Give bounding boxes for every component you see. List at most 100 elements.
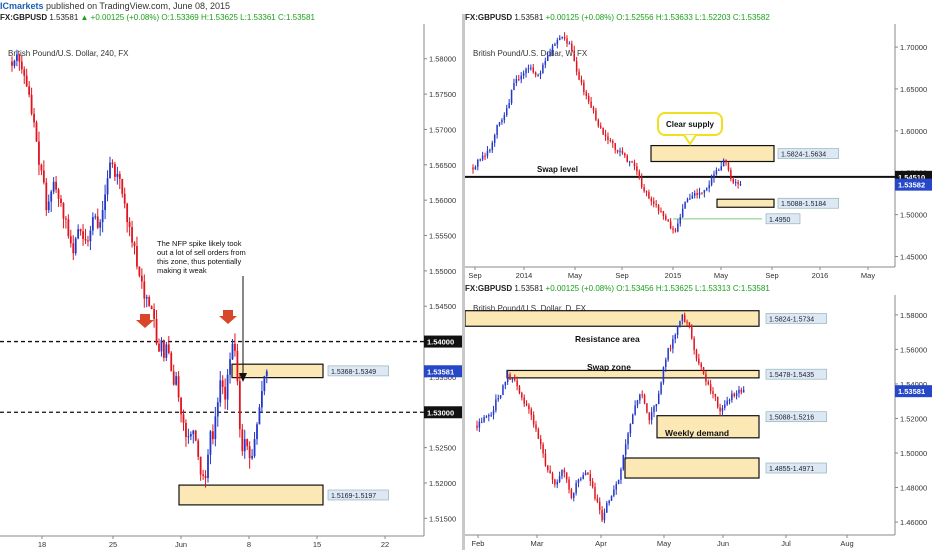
brand-name[interactable]: ICmarkets (0, 1, 44, 11)
down-arrow-marker (219, 310, 237, 324)
zone-label: 1.5824-1.5634 (781, 152, 826, 159)
candle-body (730, 169, 732, 179)
y-tick-label: 1.52000 (900, 414, 927, 423)
x-tick-label: 8 (247, 540, 251, 549)
candle-body (525, 68, 527, 74)
chart-daily[interactable]: British Pound/U.S. Dollar, D, FX 1.58000 1… (465, 295, 932, 550)
chart-weekly[interactable]: British Pound/U.S. Dollar, W, FX 1.70000 1… (465, 24, 932, 282)
price-tag (895, 385, 932, 398)
candle-body (571, 43, 573, 51)
candle-body (713, 174, 715, 179)
candle-body (722, 159, 725, 167)
candle-body (686, 198, 689, 203)
candle-body (580, 79, 583, 83)
y-tick-label: 1.54500 (429, 302, 456, 311)
candle-body (491, 142, 494, 151)
candle-body (606, 503, 608, 513)
chart-panel-h4[interactable]: FX:GBPUSD 1.53581 ▲ +0.00125 (+0.08%) O:… (0, 12, 462, 550)
candle-body (621, 150, 624, 154)
candle-body (603, 512, 606, 521)
candle-body (629, 423, 632, 434)
candle-body (554, 479, 556, 485)
candle-body (189, 434, 192, 437)
candle-body (177, 376, 180, 398)
ohlc-high: H:1.53633 (655, 13, 693, 22)
candle-body (109, 162, 111, 179)
y-tick-label: 1.50000 (900, 211, 927, 220)
candle-body (591, 481, 594, 487)
candle-body (510, 89, 513, 104)
candle-body (676, 325, 679, 335)
candle-body (229, 359, 231, 375)
candle-body (705, 374, 707, 382)
y-tick-label: 1.58000 (429, 55, 456, 64)
candle-body (633, 162, 636, 167)
candle-body (182, 414, 185, 423)
y-tick-label: 1.60000 (900, 127, 927, 136)
price-tag-label: 1.54510 (898, 173, 925, 182)
annotation-text: The NFP spike likely took (157, 239, 242, 248)
chart-title: British Pound/U.S. Dollar, W, FX (473, 49, 588, 58)
candle-body (94, 216, 97, 218)
candle-body (238, 381, 241, 430)
chart-panel-weekly[interactable]: FX:GBPUSD 1.53581 +0.00125 (+0.08%) O:1.… (465, 12, 932, 282)
candle-body (527, 68, 530, 70)
candle-body (655, 404, 658, 407)
candle-body (192, 430, 195, 435)
candle-body (561, 470, 563, 477)
candle-body (714, 394, 717, 397)
candle-body (599, 125, 602, 128)
candle-body (226, 374, 229, 400)
x-tick-label: Sep (615, 271, 628, 280)
symbol: GBPUSD (12, 13, 48, 22)
candle-body (506, 374, 509, 382)
y-tick-label: 1.52000 (429, 479, 456, 488)
y-tick-label: 1.57500 (429, 90, 456, 99)
candle-body (544, 60, 547, 65)
candle-body (639, 394, 641, 401)
publish-bar: ICmarkets published on TradingView.com, … (0, 0, 932, 12)
chart-panel-daily[interactable]: FX:GBPUSD 1.53581 +0.00125 (+0.08%) O:1.… (465, 283, 932, 550)
candle-body (554, 44, 556, 46)
candle-body (207, 454, 209, 479)
candle-body (700, 363, 702, 368)
callout-tail (683, 134, 697, 146)
chart-h4[interactable]: British Pound/U.S. Dollar, 240, FX 1.5800… (0, 24, 462, 550)
candle-body (160, 340, 163, 352)
x-tick-label: 2014 (516, 271, 533, 280)
ohlc-low: L:1.52203 (695, 13, 731, 22)
candle-body (565, 472, 568, 480)
ohlc-close: C:1.53581 (732, 284, 770, 293)
candle-body (194, 430, 197, 441)
candle-body (719, 407, 721, 412)
y-tick-label: 1.56000 (900, 345, 927, 354)
candle-body (118, 173, 121, 179)
candle-body (33, 113, 35, 123)
callout-text: Clear supply (666, 120, 715, 129)
candle-body (667, 219, 669, 222)
x-tick-label: Sep (468, 271, 481, 280)
zone-box (506, 369, 760, 379)
candle-body (11, 61, 13, 66)
price-tag-label: 1.53582 (898, 181, 925, 190)
candle-body (165, 344, 168, 358)
candle-body (727, 162, 730, 170)
panel-divider[interactable] (462, 14, 465, 550)
zone-label-box (765, 462, 827, 474)
y-tick-label: 1.55000 (429, 267, 456, 276)
zone-label: 1.5169-1.5197 (331, 493, 376, 500)
candle-body (733, 393, 735, 397)
candle-body (614, 143, 616, 150)
y-tick-label: 1.55500 (429, 232, 456, 241)
price-tag (424, 365, 462, 378)
candle-body (703, 190, 706, 193)
candle-body (584, 472, 587, 476)
candle-body (613, 489, 615, 496)
candle-body (708, 184, 710, 189)
candle-body (532, 67, 534, 73)
candle-body (224, 386, 227, 400)
candle-body (732, 178, 735, 183)
zone-label-box (765, 368, 827, 380)
candle-body (608, 500, 610, 504)
zone-label: 1.5478-1.5435 (769, 372, 814, 379)
